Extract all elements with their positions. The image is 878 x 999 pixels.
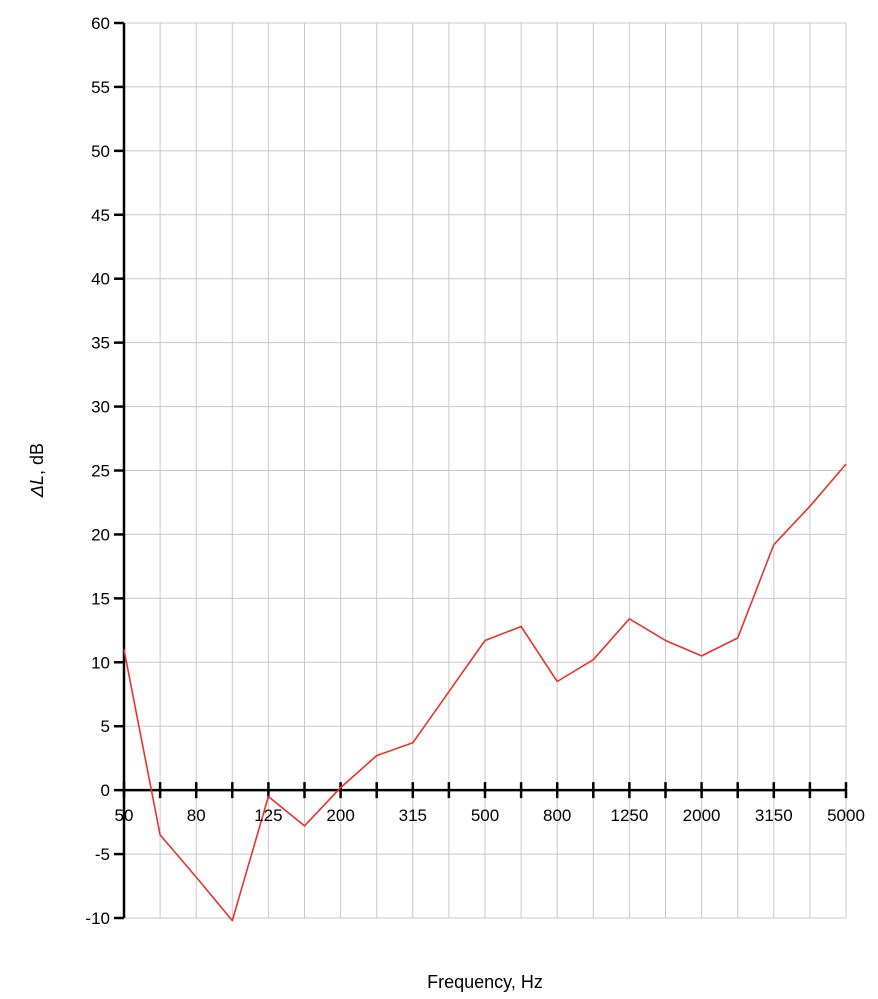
y-tick-label: 50 bbox=[91, 142, 110, 161]
x-tick-label: 1250 bbox=[610, 806, 648, 825]
y-tick-label: -10 bbox=[85, 909, 110, 928]
ticks bbox=[114, 21, 848, 920]
y-tick-label: 25 bbox=[91, 462, 110, 481]
y-tick-label: 30 bbox=[91, 398, 110, 417]
x-tick-label: 2000 bbox=[683, 806, 721, 825]
series-layer bbox=[123, 463, 847, 922]
series-line bbox=[123, 463, 847, 922]
y-tick-label: 15 bbox=[91, 589, 110, 608]
y-tick-label: 55 bbox=[91, 78, 110, 97]
y-tick-label: 10 bbox=[91, 653, 110, 672]
y-tick-label: 0 bbox=[101, 781, 110, 800]
y-tick-label: 20 bbox=[91, 525, 110, 544]
grid bbox=[124, 22, 847, 919]
y-tick-label: 40 bbox=[91, 270, 110, 289]
x-tick-label: 800 bbox=[543, 806, 571, 825]
x-tick-label: 315 bbox=[399, 806, 427, 825]
y-axis-title: ΔL, dB bbox=[27, 443, 47, 498]
y-tick-label: 5 bbox=[101, 717, 110, 736]
x-tick-label: 200 bbox=[326, 806, 354, 825]
x-tick-label: 125 bbox=[254, 806, 282, 825]
x-tick-label: 3150 bbox=[755, 806, 793, 825]
y-tick-label: 60 bbox=[91, 14, 110, 33]
y-tick-label: 35 bbox=[91, 334, 110, 353]
x-tick-label: 500 bbox=[471, 806, 499, 825]
x-tick-label: 5000 bbox=[827, 806, 865, 825]
x-tick-label: 50 bbox=[115, 806, 134, 825]
x-tick-label: 80 bbox=[187, 806, 206, 825]
y-tick-label: -5 bbox=[95, 845, 110, 864]
x-axis-title: Frequency, Hz bbox=[427, 972, 543, 992]
y-tick-label: 45 bbox=[91, 206, 110, 225]
